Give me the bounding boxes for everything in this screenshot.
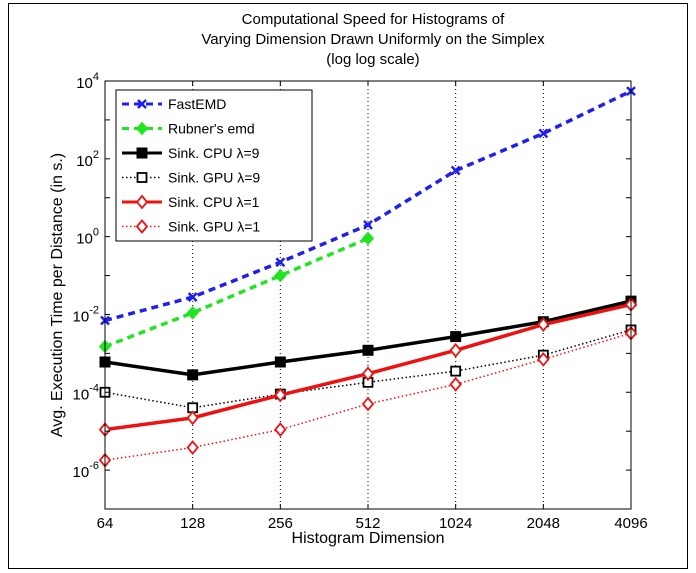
series-5 <box>98 325 638 468</box>
data-point <box>274 356 286 368</box>
y-tick-label: 100 <box>76 227 99 248</box>
data-point <box>361 366 375 382</box>
legend-item: FastEMD <box>122 96 226 112</box>
marker-shape <box>449 376 462 392</box>
marker-shape <box>136 172 148 183</box>
y-tick-label: 104 <box>76 71 99 92</box>
legend-label: Sink. GPU λ=9 <box>168 170 260 186</box>
data-point <box>187 292 198 302</box>
marker-shape <box>361 366 375 382</box>
legend-item: Rubner's emd <box>122 121 255 137</box>
y-tick-label: 10-6 <box>73 460 99 481</box>
legend-marker <box>135 121 149 136</box>
marker-shape <box>135 194 149 210</box>
data-point <box>363 220 373 230</box>
data-point <box>361 231 375 246</box>
title-line-1: Computational Speed for Histograms of <box>242 11 505 28</box>
y-axis-label: Avg. Execution Time per Distance (in s.) <box>49 153 66 437</box>
data-point <box>274 422 287 437</box>
marker-shape <box>135 219 149 234</box>
x-tick-label: 4096 <box>614 515 647 532</box>
x-tick-label: 256 <box>268 515 293 532</box>
marker-shape <box>135 121 149 136</box>
data-point <box>450 165 461 176</box>
marker-shape <box>274 268 287 283</box>
marker-stroke <box>450 165 461 176</box>
marker-shape <box>274 422 287 437</box>
marker-stroke <box>187 292 198 302</box>
data-point <box>362 344 374 356</box>
marker-shape <box>361 231 375 246</box>
chart-title: Computational Speed for Histograms of Va… <box>201 11 545 68</box>
grid-lines <box>192 81 544 509</box>
data-point <box>537 351 550 367</box>
marker-shape <box>450 331 462 343</box>
legend-marker <box>137 99 147 109</box>
axes: 64 128 256 512 1024 2048 4096 10-6 10-4 10-2 100 10… <box>73 71 648 532</box>
marker-shape <box>449 342 462 358</box>
data-point <box>449 376 462 392</box>
title-line-3: (log log scale) <box>326 51 419 68</box>
legend: FastEMD Rubner's emd Sink. CPU λ=9 Sink. GP… <box>115 89 313 242</box>
x-tick-label: 1024 <box>439 515 472 532</box>
legend-item: Sink. GPU λ=9 <box>122 170 260 186</box>
marker-stroke <box>275 257 286 268</box>
data-point <box>186 410 199 426</box>
marker-shape <box>186 410 199 426</box>
marker-stroke <box>538 128 549 139</box>
legend-marker <box>136 172 148 183</box>
data-point <box>275 257 286 268</box>
marker-stroke <box>363 220 373 230</box>
x-tick-label: 64 <box>97 515 114 532</box>
y-tick-label: 10-4 <box>73 382 99 403</box>
legend-item: Sink. GPU λ=1 <box>122 219 260 235</box>
x-axis-label: Histogram Dimension <box>292 530 445 547</box>
data-point <box>186 306 199 320</box>
legend-label: Sink. CPU λ=9 <box>168 145 260 161</box>
legend-label: Sink. GPU λ=1 <box>168 219 260 235</box>
marker-shape <box>136 147 148 159</box>
series-layer <box>98 86 638 468</box>
legend-label: Rubner's emd <box>168 121 255 137</box>
legend-box <box>115 89 313 242</box>
legend-label: FastEMD <box>168 96 226 112</box>
x-tick-label: 512 <box>355 515 380 532</box>
y-tick-label: 10-2 <box>73 304 99 325</box>
marker-shape <box>361 396 375 412</box>
legend-item: Sink. CPU λ=1 <box>122 194 260 210</box>
legend-item: Sink. CPU λ=9 <box>122 145 260 161</box>
legend-label: Sink. CPU λ=1 <box>168 194 260 210</box>
data-point <box>274 387 287 403</box>
marker-shape <box>537 317 550 332</box>
data-point <box>450 331 462 343</box>
marker-shape <box>537 351 550 367</box>
marker-shape <box>450 365 462 377</box>
data-point <box>187 369 199 381</box>
x-tick-label: 2048 <box>527 515 560 532</box>
title-line-2: Varying Dimension Drawn Uniformly on the… <box>201 31 545 48</box>
data-point <box>538 128 549 139</box>
y-tick-label: 102 <box>76 149 99 170</box>
data-point <box>450 365 462 377</box>
data-point <box>537 317 550 332</box>
marker-shape <box>362 344 374 356</box>
legend-marker <box>135 219 149 234</box>
data-point <box>449 342 462 358</box>
marker-stroke <box>137 99 147 109</box>
data-point <box>186 440 199 455</box>
legend-marker <box>135 194 149 210</box>
data-point <box>361 396 375 412</box>
marker-shape <box>186 440 199 455</box>
data-point <box>274 268 287 283</box>
x-tick-label: 128 <box>180 515 205 532</box>
series-1 <box>98 231 375 354</box>
marker-shape <box>186 306 199 320</box>
marker-shape <box>187 369 199 381</box>
legend-marker <box>136 147 148 159</box>
marker-shape <box>274 356 286 368</box>
marker-shape <box>274 387 287 403</box>
